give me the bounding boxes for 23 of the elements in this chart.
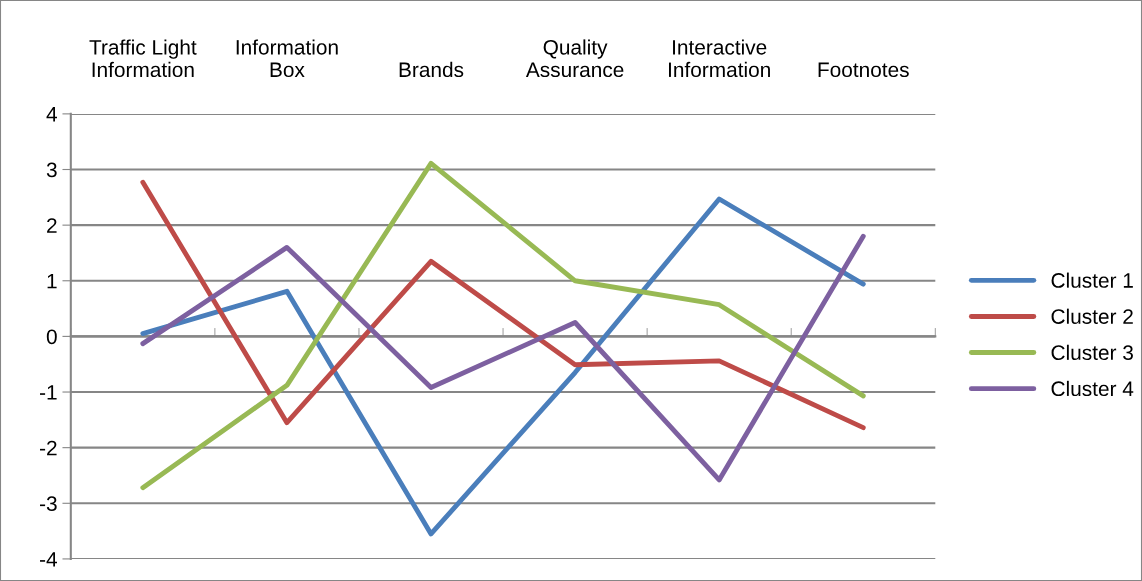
y-tick-label: 4 [46, 107, 57, 122]
line-series [140, 196, 866, 537]
line-series [140, 160, 866, 491]
legend-label: Cluster 4 [1051, 380, 1134, 397]
y-tick-label: -1 [40, 385, 57, 400]
legend-label: Cluster 2 [1051, 308, 1133, 324]
y-tick-label: -4 [40, 552, 57, 567]
y-tick-label: 2 [47, 218, 57, 233]
line-series [140, 179, 866, 431]
legend-label: Cluster 1 [1051, 272, 1133, 288]
x-tick-label: Brands [399, 61, 464, 78]
x-tick-label: Interactive Information [668, 39, 770, 78]
x-tick-label: Footnotes [818, 62, 909, 78]
y-tick-label: -3 [40, 496, 57, 512]
y-tick-label: -2 [40, 440, 57, 456]
x-tick-label: Traffic Light Information [89, 39, 197, 78]
x-tick-label: Information Box [236, 39, 338, 78]
line-series [140, 233, 866, 483]
legend-label: Cluster 3 [1051, 344, 1133, 361]
y-tick-label: 1 [47, 273, 57, 289]
y-tick-label: 3 [46, 162, 57, 178]
y-tick-label: 0 [46, 329, 57, 345]
x-tick-label: Quality Assurance [525, 39, 624, 78]
